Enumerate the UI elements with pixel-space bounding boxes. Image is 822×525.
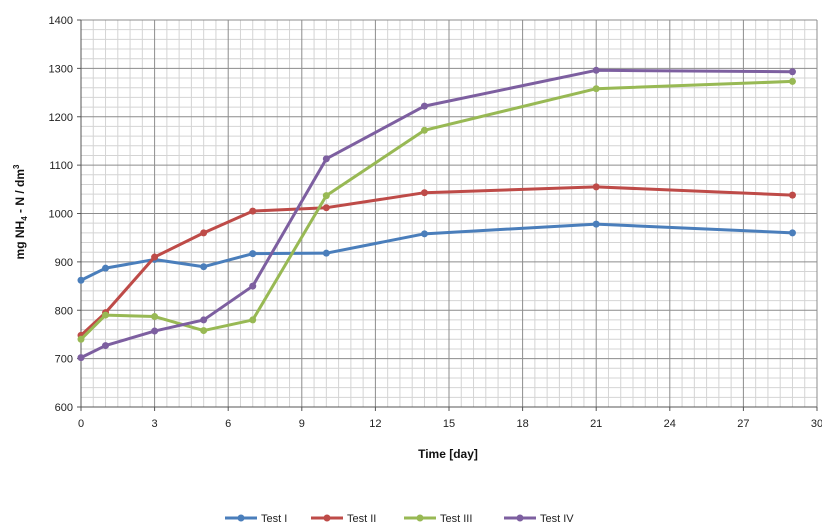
data-point <box>200 316 208 324</box>
data-point <box>200 229 208 237</box>
data-point <box>592 85 600 93</box>
x-tick-label: 12 <box>369 418 381 430</box>
legend-swatch-marker <box>323 514 331 522</box>
y-axis-label-subscript: 4 <box>20 216 29 221</box>
data-point <box>249 282 257 290</box>
y-tick-label: 700 <box>55 354 73 366</box>
legend-swatch-marker <box>416 514 424 522</box>
x-tick-label: 18 <box>516 418 528 430</box>
data-point <box>249 250 257 258</box>
x-axis-label: Time [day] <box>418 447 478 461</box>
data-point <box>102 311 110 319</box>
x-tick-label: 30 <box>811 418 822 430</box>
data-point <box>77 354 85 362</box>
legend-label: Test I <box>261 513 287 525</box>
y-axis-label-middle: - N / dm <box>13 169 27 216</box>
series-lines <box>77 66 796 362</box>
legend-swatch-marker <box>516 514 524 522</box>
x-tick-label: 24 <box>664 418 676 430</box>
x-tick-label: 15 <box>443 418 455 430</box>
series-1 <box>77 220 796 284</box>
data-point <box>592 66 600 74</box>
legend-item: Test II <box>311 513 376 525</box>
data-point <box>102 342 110 350</box>
legend-item: Test IV <box>504 513 574 525</box>
tick-labels: 0 3 6 9 12 15 18 21 24 27 30 600 700 800 900 1000 1100 12… <box>49 15 822 430</box>
data-point <box>322 204 330 212</box>
data-point <box>200 327 208 335</box>
series-4 <box>77 66 796 362</box>
data-point <box>77 335 85 343</box>
data-point <box>322 155 330 163</box>
y-axis-label: mg NH4 - N / dm3 <box>12 164 29 259</box>
data-point <box>592 220 600 228</box>
legend-label: Test III <box>440 513 472 525</box>
legend-item: Test I <box>225 513 287 525</box>
data-point <box>322 249 330 257</box>
data-point <box>151 253 159 261</box>
legend: Test I Test II Test III Test IV <box>225 513 574 525</box>
y-tick-label: 1000 <box>49 209 73 221</box>
legend-swatch-marker <box>237 514 245 522</box>
data-point <box>592 183 600 191</box>
x-tick-label: 9 <box>299 418 305 430</box>
data-point <box>249 207 257 215</box>
grid <box>80 19 818 408</box>
data-point <box>788 229 796 237</box>
x-tick-label: 0 <box>78 418 84 430</box>
y-tick-label: 900 <box>55 257 73 269</box>
y-tick-label: 1200 <box>49 112 73 124</box>
y-tick-label: 1400 <box>49 15 73 27</box>
data-point <box>420 102 428 110</box>
data-point <box>420 230 428 238</box>
legend-label: Test II <box>347 513 376 525</box>
data-point <box>200 263 208 271</box>
data-point <box>151 327 159 335</box>
y-axis-label-superscript: 3 <box>12 164 21 169</box>
y-tick-label: 800 <box>55 305 73 317</box>
x-tick-label: 3 <box>152 418 158 430</box>
data-point <box>788 191 796 199</box>
y-axis-label-prefix: mg NH <box>13 221 27 260</box>
y-tick-label: 600 <box>55 402 73 414</box>
data-point <box>788 77 796 85</box>
x-tick-label: 27 <box>737 418 749 430</box>
x-tick-label: 21 <box>590 418 602 430</box>
data-point <box>249 316 257 324</box>
y-tick-label: 1300 <box>49 63 73 75</box>
legend-label: Test IV <box>540 513 574 525</box>
data-point <box>322 192 330 200</box>
legend-item: Test III <box>404 513 472 525</box>
data-point <box>420 126 428 134</box>
data-point <box>788 68 796 76</box>
data-point <box>102 264 110 272</box>
data-point <box>420 189 428 197</box>
y-tick-label: 1100 <box>49 160 73 172</box>
x-tick-label: 6 <box>225 418 231 430</box>
data-point <box>77 276 85 284</box>
data-point <box>151 313 159 321</box>
series-3 <box>77 77 796 343</box>
